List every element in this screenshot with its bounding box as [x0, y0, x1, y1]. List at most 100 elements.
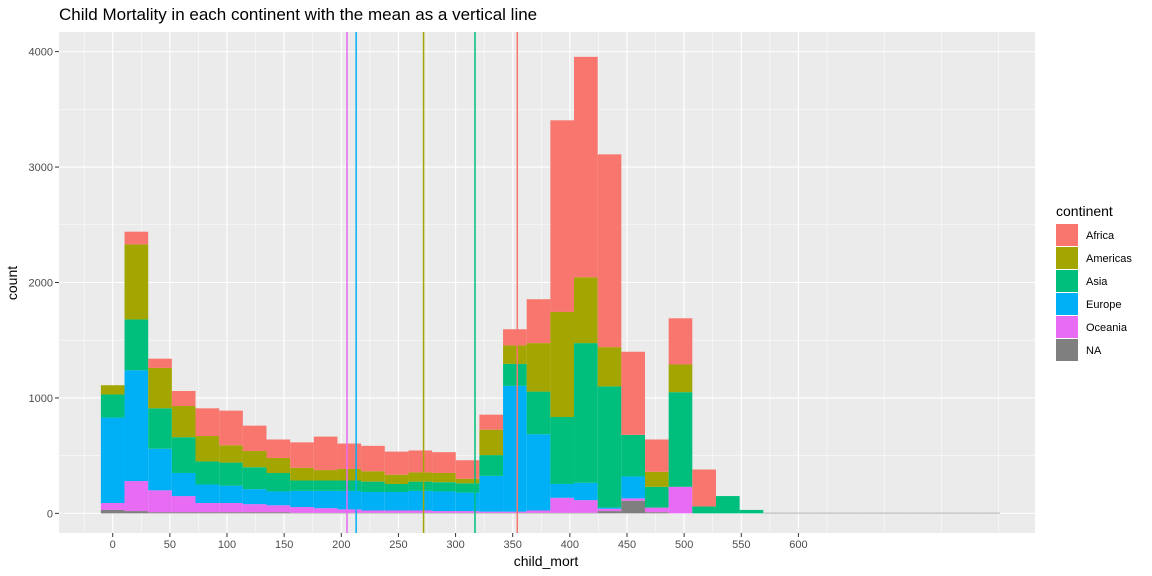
x-tick-label: 250 — [389, 539, 407, 551]
legend-key-na — [1056, 339, 1078, 361]
bar-africa — [526, 299, 551, 344]
bar-americas — [242, 451, 267, 468]
bar-europe — [479, 475, 504, 512]
bar-europe — [195, 484, 220, 503]
bar-na — [928, 512, 953, 514]
bar-americas — [290, 467, 314, 481]
bar-asia — [148, 408, 172, 449]
bar-europe — [526, 434, 551, 511]
bar-asia — [739, 509, 764, 514]
bar-na — [290, 512, 314, 514]
bar-na — [905, 512, 929, 514]
bar-americas — [550, 311, 575, 417]
bar-oceania — [148, 490, 172, 513]
bar-oceania — [645, 507, 669, 513]
bar-americas — [361, 471, 385, 482]
bar-asia — [361, 481, 385, 493]
bar-na — [976, 512, 1000, 514]
bar-asia — [668, 392, 693, 487]
y-tick-label: 3000 — [29, 162, 53, 174]
x-tick-label: 400 — [561, 539, 579, 551]
bar-na — [455, 512, 480, 514]
bar-na — [100, 509, 125, 514]
bar-oceania — [361, 510, 385, 513]
bar-oceania — [621, 498, 645, 501]
bar-americas — [171, 406, 196, 438]
y-tick-label: 1000 — [29, 393, 53, 405]
bar-na — [171, 512, 196, 514]
bar-africa — [195, 408, 220, 437]
bar-africa — [408, 450, 433, 473]
y-tick-label: 0 — [47, 508, 53, 520]
bar-na — [432, 512, 456, 514]
legend-label-oceania: Oceania — [1086, 322, 1128, 334]
bar-na — [408, 512, 433, 514]
bar-na — [242, 512, 267, 514]
y-tick-label: 2000 — [29, 278, 53, 290]
bar-africa — [597, 154, 622, 348]
bar-oceania — [503, 511, 527, 513]
bar-europe — [455, 492, 480, 512]
bar-europe — [361, 492, 385, 511]
bar-americas — [503, 345, 527, 364]
bar-africa — [455, 460, 480, 479]
bar-africa — [219, 410, 243, 446]
bar-asia — [195, 461, 220, 485]
bar-africa — [361, 445, 385, 472]
bar-americas — [408, 472, 433, 482]
bar-africa — [668, 318, 693, 365]
bar-na — [597, 511, 622, 514]
x-tick-label: 200 — [332, 539, 350, 551]
bar-asia — [124, 319, 149, 371]
bar-asia — [242, 467, 267, 490]
bar-asia — [432, 482, 456, 492]
bar-americas — [384, 474, 409, 484]
bar-asia — [597, 386, 622, 508]
bar-asia — [550, 416, 575, 484]
bar-na — [219, 512, 243, 514]
bar-na — [124, 511, 149, 514]
x-tick-label: 300 — [446, 539, 464, 551]
bar-asia — [692, 506, 716, 514]
bar-asia — [219, 462, 243, 486]
x-tick-label: 550 — [732, 539, 750, 551]
bar-africa — [645, 439, 669, 472]
bar-na — [834, 512, 858, 514]
bar-asia — [574, 343, 598, 483]
bar-oceania — [668, 486, 693, 514]
bar-americas — [574, 277, 598, 344]
legend-key-asia — [1056, 270, 1078, 292]
bar-oceania — [408, 510, 433, 513]
bar-oceania — [171, 496, 196, 513]
histogram-bars — [100, 56, 1000, 514]
bar-africa — [432, 452, 456, 473]
bar-oceania — [574, 500, 598, 513]
bar-asia — [503, 363, 527, 386]
bar-oceania — [455, 511, 480, 513]
x-axis-title: child_mort — [514, 553, 579, 569]
bar-na — [952, 512, 977, 514]
legend-label-europe: Europe — [1086, 299, 1121, 311]
bar-africa — [266, 439, 291, 458]
bar-na — [384, 512, 409, 514]
bar-na — [881, 512, 906, 514]
bar-europe — [550, 483, 575, 498]
x-tick-label: 350 — [504, 539, 522, 551]
bar-europe — [313, 490, 338, 509]
bar-asia — [408, 481, 433, 491]
bar-na — [763, 512, 787, 514]
x-tick-label: 450 — [618, 539, 636, 551]
bar-americas — [148, 367, 172, 409]
bar-americas — [195, 436, 220, 462]
bar-americas — [266, 457, 291, 473]
bar-na — [574, 512, 598, 514]
bar-oceania — [266, 505, 291, 513]
bar-oceania — [242, 504, 267, 513]
x-tick-label: 600 — [789, 539, 807, 551]
bar-na — [313, 512, 338, 514]
bar-oceania — [550, 497, 575, 513]
legend-label-americas: Americas — [1086, 253, 1132, 265]
bar-asia — [266, 472, 291, 492]
bar-oceania — [100, 502, 125, 510]
